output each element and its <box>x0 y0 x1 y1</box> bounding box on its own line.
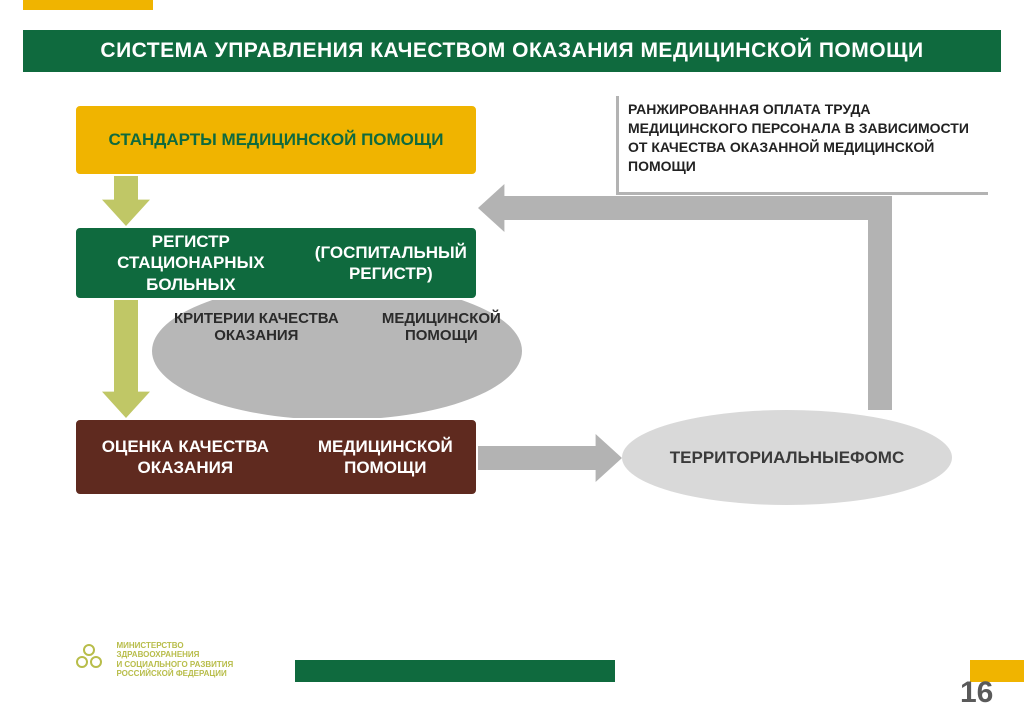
footer-bar-green <box>295 660 615 682</box>
accent-stripe <box>23 0 153 10</box>
slide-stage: СИСТЕМА УПРАВЛЕНИЯ КАЧЕСТВОМ ОКАЗАНИЯ МЕ… <box>0 0 1024 709</box>
slide-title: СИСТЕМА УПРАВЛЕНИЯ КАЧЕСТВОМ ОКАЗАНИЯ МЕ… <box>23 30 1001 72</box>
ministry-logo-icon <box>72 640 106 679</box>
registry-box: РЕГИСТР СТАЦИОНАРНЫХ БОЛЬНЫХ(ГОСПИТАЛЬНЫ… <box>74 226 478 300</box>
foms-ellipse: ТЕРРИТОРИАЛЬНЫЕФОМС <box>622 410 952 505</box>
assessment-box: ОЦЕНКА КАЧЕСТВА ОКАЗАНИЯМЕДИЦИНСКОЙ ПОМО… <box>74 418 478 496</box>
page-number: 16 <box>960 676 993 709</box>
ministry-text: МИНИСТЕРСТВОЗДРАВООХРАНЕНИЯИ СОЦИАЛЬНОГО… <box>116 641 233 678</box>
ministry-footer: МИНИСТЕРСТВОЗДРАВООХРАНЕНИЯИ СОЦИАЛЬНОГО… <box>72 640 233 679</box>
standards-box: СТАНДАРТЫ МЕДИЦИНСКОЙ ПОМОЩИ <box>74 104 478 176</box>
criteria-ellipse: КРИТЕРИИ КАЧЕСТВА ОКАЗАНИЯМЕДИЦИНСКОЙ ПО… <box>152 282 522 420</box>
pay-ranking-text: РАНЖИРОВАННАЯ ОПЛАТА ТРУДА МЕДИЦИНСКОГО … <box>628 100 988 190</box>
